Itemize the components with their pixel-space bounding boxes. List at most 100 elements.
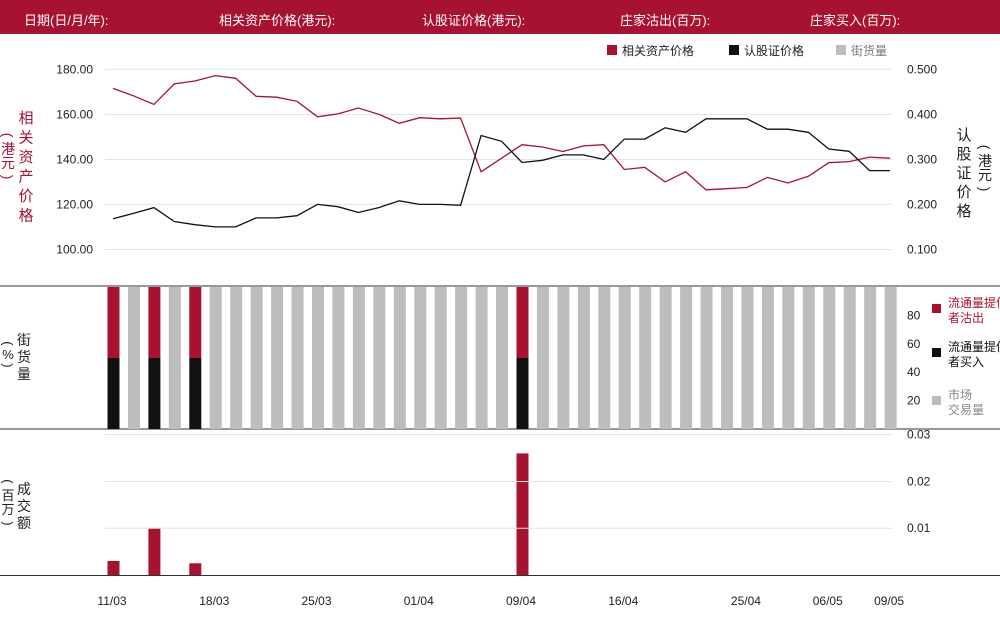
bar-market	[721, 287, 733, 429]
x-tick-label: 09/05	[874, 594, 904, 608]
axis-title-char: 成	[17, 481, 31, 497]
axis-title-char: 价	[18, 188, 33, 205]
bar-market	[536, 287, 549, 429]
outstanding-axis-unit: (%)	[0, 341, 15, 367]
outstanding-legend-swatch	[932, 348, 941, 357]
legend: 相关资产价格 认股证价格 街货量	[607, 43, 887, 58]
turnover-tick-label: 0.03	[907, 428, 931, 442]
header-mm-sell-label: 庄家沽出(百万):	[620, 13, 711, 28]
axis-title-char: 证	[956, 165, 971, 182]
bar-market	[455, 287, 468, 429]
bar-market	[352, 287, 365, 429]
bar-market	[557, 287, 570, 429]
axis-title-char: (	[977, 145, 993, 150]
x-tick-label: 01/04	[404, 594, 434, 608]
turnover-axis-title: 成交额	[17, 481, 31, 531]
warrant-chart: 100.00 120.00 140.00 160.00 180.00 0.100 0.200…	[0, 43, 1000, 608]
outstanding-legend-label: 流通量提供者买入	[948, 339, 1000, 369]
axis-title-char: 格	[18, 208, 33, 225]
outstanding-bars	[107, 287, 897, 429]
outstanding-tick-label: 80	[907, 308, 921, 322]
bar-market	[312, 287, 324, 429]
left-tick-label: 120.00	[56, 197, 93, 211]
axis-title-char: 格	[956, 203, 971, 220]
right-axis-title: 认股证价格	[956, 127, 971, 220]
left-tick-label: 180.00	[56, 62, 93, 76]
legend-swatch	[729, 45, 739, 55]
axis-title-char: %	[2, 347, 14, 362]
bar-market	[741, 287, 754, 429]
turnover-panel-axis: 0.01 0.02 0.03	[105, 428, 931, 535]
header-bar: 日期(日/月/年): 相关资产价格(港元): 认股证价格(港元): 庄家沽出(百…	[0, 0, 1000, 34]
outstanding-legend-swatch	[932, 304, 941, 313]
bar-market	[884, 287, 897, 429]
header-warrant-price-label: 认股证价格(港元):	[422, 13, 526, 28]
bar-market	[843, 287, 856, 429]
bar-market	[496, 287, 509, 429]
turnover-tick-label: 0.01	[907, 521, 931, 535]
bar-market	[414, 287, 427, 429]
axis-title-char: 价	[956, 184, 971, 201]
axis-title-char: 股	[956, 146, 971, 163]
bar-market	[434, 287, 447, 429]
bar-mm-buy	[516, 358, 529, 429]
left-tick-label: 160.00	[56, 107, 93, 121]
bar-turnover	[516, 453, 529, 575]
outstanding-axis-title: 街货量	[17, 332, 31, 382]
axis-title-char: 相	[18, 110, 33, 127]
bar-market	[250, 287, 263, 429]
left-tick-label: 140.00	[56, 152, 93, 166]
x-tick-label: 18/03	[199, 594, 229, 608]
axis-title-char: 百	[1, 488, 14, 503]
bar-market	[802, 287, 815, 429]
x-tick-label: 25/03	[301, 594, 331, 608]
bar-market	[639, 287, 652, 429]
left-axis-unit: (港元)	[0, 133, 16, 180]
turnover-axis-unit: ( 百万)	[0, 479, 15, 525]
axis-title-char: 元	[1, 155, 15, 171]
underlying-price-line	[112, 74, 891, 191]
axis-title-char: 港	[1, 141, 15, 157]
axis-title-char: 额	[17, 515, 31, 531]
turnover-bars	[107, 453, 529, 575]
outstanding-tick-label: 20	[907, 394, 921, 408]
bar-mm-sell	[107, 287, 120, 358]
axis-title-char: 关	[18, 130, 33, 147]
bar-market	[782, 287, 795, 429]
axis-title-char: 元	[978, 167, 992, 183]
axis-title-char: (	[0, 341, 15, 346]
bar-market	[291, 287, 304, 429]
axis-title-char: (	[0, 479, 15, 484]
x-tick-label: 06/05	[813, 594, 843, 608]
turnover-tick-label: 0.02	[907, 474, 931, 488]
bar-market	[373, 287, 386, 429]
axis-title-char: 港	[978, 153, 992, 169]
bar-market	[680, 287, 693, 429]
legend-label: 相关资产价格	[622, 43, 694, 58]
outstanding-tick-label: 60	[907, 337, 921, 351]
bar-market	[618, 287, 631, 429]
bar-market	[659, 287, 672, 429]
left-tick-label: 100.00	[56, 242, 93, 256]
axis-title-char: )	[0, 521, 15, 525]
axis-title-char: )	[0, 363, 15, 367]
axis-title-char: 产	[18, 169, 33, 186]
axis-title-char: 万	[1, 502, 14, 517]
bar-market	[209, 287, 222, 429]
bar-market	[864, 287, 877, 429]
axis-title-char: 街	[17, 332, 31, 348]
right-tick-label: 0.500	[907, 62, 937, 76]
legend-label: 认股证价格	[744, 43, 804, 58]
x-tick-label: 09/04	[506, 594, 536, 608]
axis-title-char: 认	[956, 127, 971, 144]
right-tick-label: 0.300	[907, 152, 937, 166]
bar-mm-buy	[189, 358, 202, 429]
axis-title-char: )	[977, 187, 993, 192]
right-tick-label: 0.400	[907, 107, 937, 121]
bar-market	[332, 287, 345, 429]
axis-title-char: 量	[17, 366, 31, 382]
x-tick-label: 11/03	[97, 594, 126, 608]
bar-market	[230, 287, 243, 429]
bar-market	[577, 287, 590, 429]
bar-turnover	[107, 560, 120, 575]
